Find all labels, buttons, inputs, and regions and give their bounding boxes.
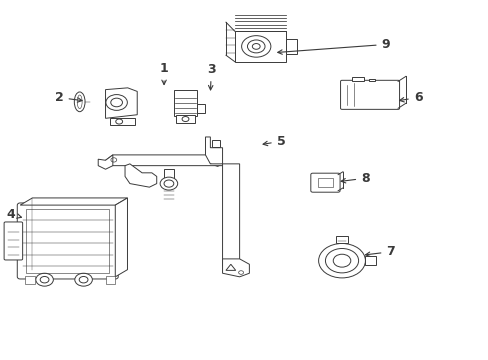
Text: 4: 4 <box>6 208 21 221</box>
Circle shape <box>247 40 264 53</box>
Circle shape <box>106 95 127 111</box>
Polygon shape <box>115 198 127 277</box>
Text: 1: 1 <box>160 62 168 85</box>
Circle shape <box>318 243 365 278</box>
Polygon shape <box>98 155 113 169</box>
Bar <box>368 78 374 81</box>
Circle shape <box>36 273 53 286</box>
Circle shape <box>332 254 350 267</box>
Bar <box>212 140 219 147</box>
Text: 6: 6 <box>399 91 422 104</box>
Bar <box>26 210 109 273</box>
Circle shape <box>325 248 358 273</box>
FancyBboxPatch shape <box>4 222 22 260</box>
Bar <box>197 104 204 113</box>
Bar <box>335 235 347 243</box>
Polygon shape <box>222 164 239 270</box>
Bar <box>173 90 197 116</box>
FancyBboxPatch shape <box>310 173 339 192</box>
Text: 2: 2 <box>55 91 82 104</box>
Circle shape <box>252 44 260 49</box>
Ellipse shape <box>74 92 85 112</box>
Polygon shape <box>222 259 249 277</box>
Polygon shape <box>205 137 222 166</box>
Bar <box>285 39 296 54</box>
Text: 8: 8 <box>341 172 369 185</box>
Circle shape <box>241 36 270 57</box>
Bar <box>25 276 35 284</box>
Circle shape <box>40 276 49 283</box>
Circle shape <box>79 276 88 283</box>
Bar <box>234 31 285 62</box>
Polygon shape <box>105 88 137 118</box>
Circle shape <box>111 98 122 107</box>
Circle shape <box>163 180 173 187</box>
Text: 3: 3 <box>206 63 215 90</box>
Circle shape <box>160 177 177 190</box>
Polygon shape <box>20 198 127 205</box>
Bar <box>351 77 363 81</box>
Bar <box>163 169 173 180</box>
Bar <box>110 118 135 125</box>
Bar <box>105 276 115 284</box>
Bar <box>317 178 332 187</box>
FancyBboxPatch shape <box>340 80 399 109</box>
Bar <box>365 256 375 265</box>
Text: 9: 9 <box>277 38 389 54</box>
Circle shape <box>75 273 92 286</box>
Polygon shape <box>105 155 222 166</box>
Polygon shape <box>125 164 157 187</box>
FancyBboxPatch shape <box>17 203 118 279</box>
Bar <box>176 116 194 123</box>
Text: 7: 7 <box>365 245 394 258</box>
Text: 5: 5 <box>263 135 285 148</box>
